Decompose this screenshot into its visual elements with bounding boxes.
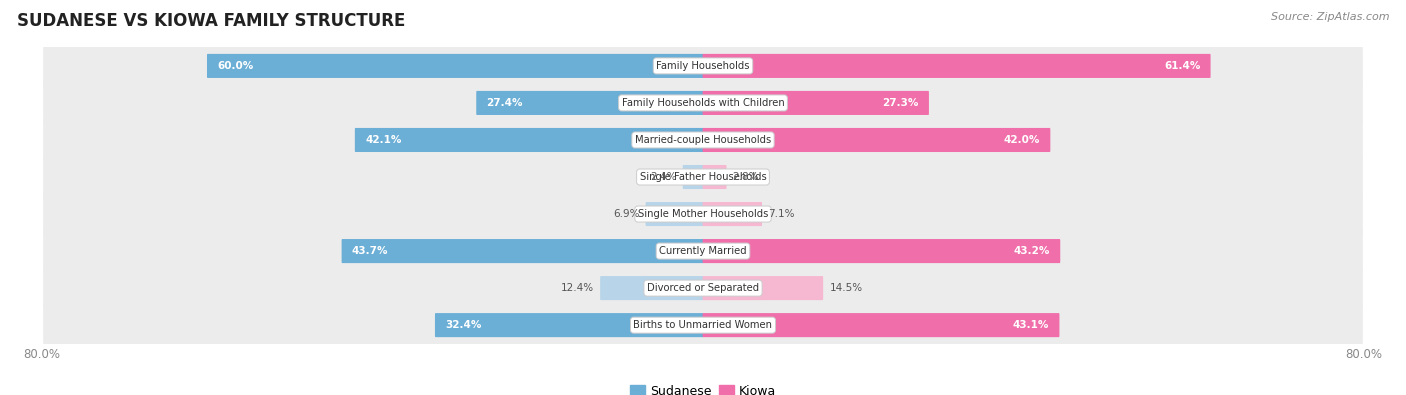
Text: 43.2%: 43.2% [1014,246,1050,256]
Text: 27.4%: 27.4% [486,98,523,108]
FancyBboxPatch shape [645,202,703,226]
FancyBboxPatch shape [207,54,703,78]
FancyBboxPatch shape [44,44,1362,88]
Text: Divorced or Separated: Divorced or Separated [647,283,759,293]
Text: 7.1%: 7.1% [768,209,794,219]
FancyBboxPatch shape [477,91,703,115]
FancyBboxPatch shape [600,276,703,300]
FancyBboxPatch shape [44,155,1362,199]
Text: Births to Unmarried Women: Births to Unmarried Women [634,320,772,330]
Text: 6.9%: 6.9% [613,209,640,219]
FancyBboxPatch shape [683,165,703,189]
Text: 27.3%: 27.3% [882,98,918,108]
Text: SUDANESE VS KIOWA FAMILY STRUCTURE: SUDANESE VS KIOWA FAMILY STRUCTURE [17,12,405,30]
FancyBboxPatch shape [44,81,1362,125]
Text: 14.5%: 14.5% [830,283,862,293]
FancyBboxPatch shape [703,128,1050,152]
FancyBboxPatch shape [703,313,1060,337]
Text: Currently Married: Currently Married [659,246,747,256]
Text: 2.4%: 2.4% [650,172,676,182]
FancyBboxPatch shape [44,229,1362,273]
FancyBboxPatch shape [44,118,1362,162]
FancyBboxPatch shape [44,192,1362,236]
FancyBboxPatch shape [354,128,703,152]
FancyBboxPatch shape [703,239,1060,263]
Text: 12.4%: 12.4% [561,283,593,293]
FancyBboxPatch shape [703,276,823,300]
Text: Family Households with Children: Family Households with Children [621,98,785,108]
FancyBboxPatch shape [703,54,1211,78]
Text: Family Households: Family Households [657,61,749,71]
FancyBboxPatch shape [703,91,929,115]
FancyBboxPatch shape [342,239,703,263]
Text: Single Mother Households: Single Mother Households [638,209,768,219]
Text: Married-couple Households: Married-couple Households [636,135,770,145]
Text: Single Father Households: Single Father Households [640,172,766,182]
Text: 42.0%: 42.0% [1004,135,1040,145]
FancyBboxPatch shape [44,266,1362,310]
Text: Source: ZipAtlas.com: Source: ZipAtlas.com [1271,12,1389,22]
FancyBboxPatch shape [44,303,1362,347]
Text: 43.1%: 43.1% [1012,320,1049,330]
Text: 2.8%: 2.8% [733,172,759,182]
FancyBboxPatch shape [434,313,703,337]
Text: 32.4%: 32.4% [446,320,482,330]
Text: 60.0%: 60.0% [218,61,253,71]
FancyBboxPatch shape [703,165,727,189]
FancyBboxPatch shape [703,202,762,226]
Legend: Sudanese, Kiowa: Sudanese, Kiowa [624,380,782,395]
Text: 43.7%: 43.7% [352,246,388,256]
Text: 61.4%: 61.4% [1164,61,1201,71]
Text: 42.1%: 42.1% [366,135,402,145]
